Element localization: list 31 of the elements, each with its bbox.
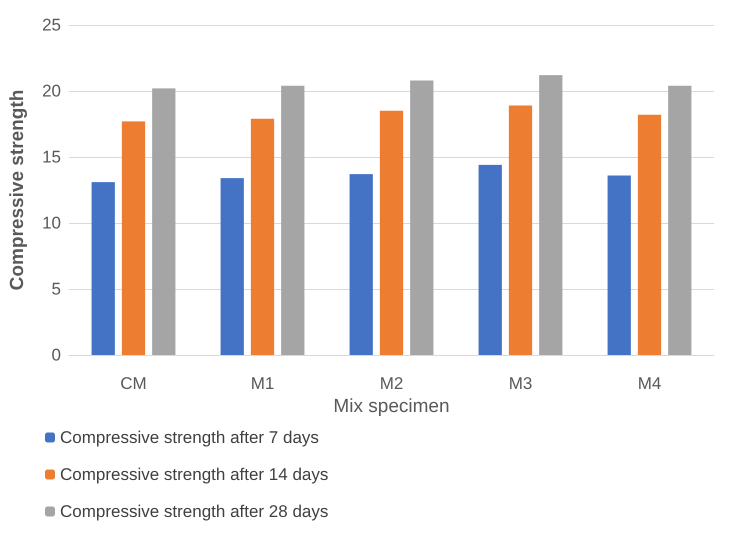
bar xyxy=(350,174,373,355)
y-axis-title: Compressive strength xyxy=(7,90,28,290)
x-tick-label: M4 xyxy=(638,374,662,393)
bar xyxy=(608,175,631,355)
y-tick-label: 15 xyxy=(42,148,61,166)
bar xyxy=(92,182,115,355)
bar xyxy=(539,75,562,355)
bar xyxy=(250,118,274,355)
legend-label: Compressive strength after 28 days xyxy=(60,502,328,521)
x-axis-title: Mix specimen xyxy=(333,396,450,417)
bar xyxy=(152,88,176,355)
bar xyxy=(281,86,304,355)
bar xyxy=(410,80,434,355)
legend-label: Compressive strength after 14 days xyxy=(60,465,328,484)
legend-label: Compressive strength after 7 days xyxy=(60,428,319,447)
y-tick-label: 0 xyxy=(52,346,61,364)
x-tick-label: M2 xyxy=(380,374,404,393)
y-tick-label: 10 xyxy=(42,214,61,232)
bar xyxy=(638,114,662,355)
bar xyxy=(508,106,532,355)
bar xyxy=(122,121,146,355)
bar xyxy=(380,110,404,355)
y-tick-label: 25 xyxy=(42,16,61,34)
y-tick-label: 20 xyxy=(42,82,61,100)
x-tick-label: M3 xyxy=(508,374,532,393)
bar xyxy=(668,86,692,355)
x-tick-label: CM xyxy=(120,374,147,393)
bar xyxy=(478,164,502,355)
y-tick-label: 5 xyxy=(52,280,61,298)
bar xyxy=(220,178,244,355)
x-tick-label: M1 xyxy=(250,374,274,393)
